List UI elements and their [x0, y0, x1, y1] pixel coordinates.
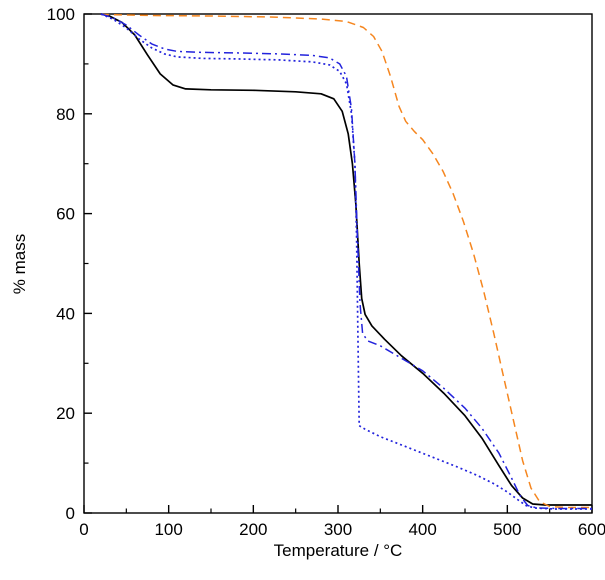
y-tick-label: 80	[56, 105, 75, 124]
series-orange-dashed	[100, 13, 592, 509]
series-blue-dash-dot	[100, 13, 592, 510]
y-tick-label: 60	[56, 205, 75, 224]
y-tick-label: 20	[56, 404, 75, 423]
x-tick-label: 200	[239, 520, 267, 539]
x-axis-ticks: 0 100 200 300 400 500 600	[79, 505, 605, 539]
x-tick-label: 0	[79, 520, 88, 539]
y-axis-ticks: 0 20 40 60 80 100	[47, 5, 92, 523]
x-tick-label: 600	[578, 520, 605, 539]
x-tick-label: 100	[154, 520, 182, 539]
x-axis-label: Temperature / °C	[273, 541, 403, 560]
plot-frame	[83, 13, 593, 514]
x-tick-label: 400	[408, 520, 436, 539]
y-tick-label: 0	[66, 504, 75, 523]
y-axis-label: % mass	[10, 233, 29, 295]
x-tick-label: 500	[493, 520, 521, 539]
x-tick-label: 300	[324, 520, 352, 539]
series-black-solid	[100, 13, 592, 506]
series-blue-dotted	[100, 13, 592, 510]
y-tick-label: 40	[56, 304, 75, 323]
y-tick-label: 100	[47, 5, 75, 24]
